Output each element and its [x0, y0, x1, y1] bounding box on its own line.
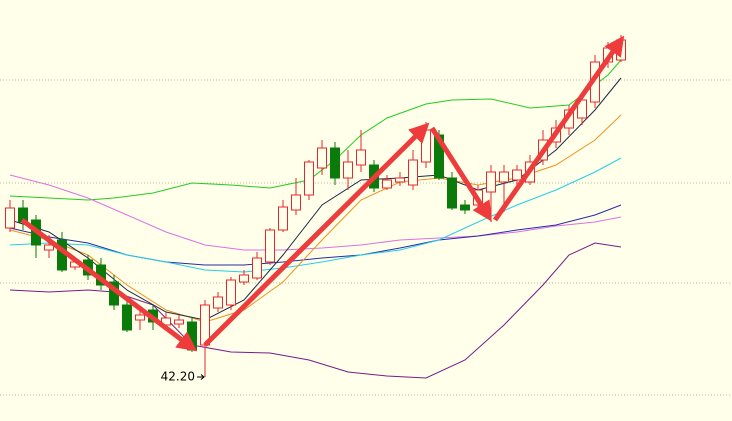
indicator-line — [9, 204, 622, 266]
candle-body — [44, 244, 54, 251]
low-annotation: 42.20 — [161, 370, 195, 384]
candle-body — [317, 147, 327, 169]
trend-arrow — [429, 126, 492, 222]
indicator-line — [9, 174, 622, 251]
candle-body — [382, 179, 392, 189]
candle-body — [226, 279, 236, 306]
trend-arrows — [20, 35, 625, 352]
candle-body — [252, 257, 262, 279]
candle-body — [239, 274, 249, 283]
candle-body — [5, 207, 15, 229]
candle-body — [122, 304, 132, 331]
trend-arrow — [20, 218, 198, 352]
candle-body — [213, 296, 223, 309]
candle-body — [408, 159, 418, 186]
indicator-line — [9, 157, 622, 273]
grid — [0, 79, 732, 396]
annotations: 42.20 — [161, 370, 205, 384]
candle-body — [304, 161, 314, 196]
candle-body — [499, 171, 509, 183]
candle-body — [278, 206, 288, 231]
candle-body — [395, 177, 405, 183]
indicator-lines — [9, 59, 622, 379]
candle-body — [512, 169, 522, 181]
candle-body — [291, 194, 301, 211]
candle-body — [265, 229, 275, 263]
candle-body — [460, 204, 470, 211]
candle-body — [421, 129, 431, 163]
trend-arrow — [203, 122, 430, 347]
candles — [5, 35, 626, 377]
candle-body — [343, 161, 353, 179]
candle-body — [447, 177, 457, 209]
candle-body — [330, 147, 340, 179]
candle-body — [356, 149, 366, 166]
candle-body — [174, 319, 184, 325]
candle-body — [135, 314, 145, 321]
trend-arrow — [492, 35, 625, 222]
candle-body — [486, 171, 496, 193]
annotation-pointer-head — [200, 374, 205, 380]
